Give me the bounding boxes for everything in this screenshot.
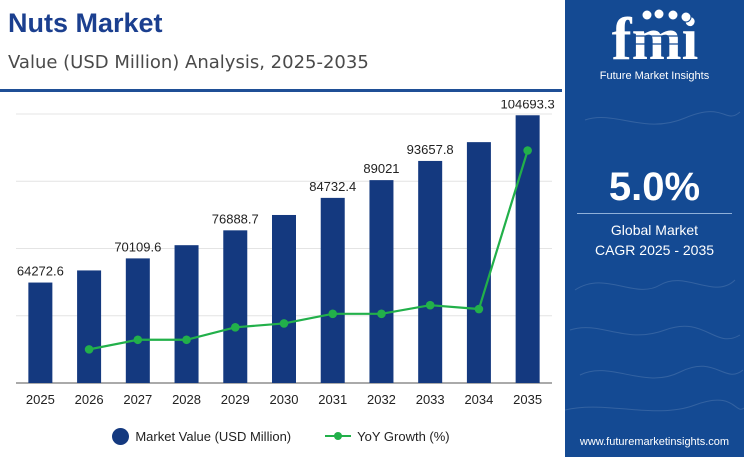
x-tick-2033: 2033 — [416, 392, 445, 407]
bar-2025 — [28, 282, 53, 383]
cagr-label-line1: Global Market — [610, 222, 699, 238]
bar-2035 — [515, 115, 540, 384]
bar-2026 — [77, 270, 102, 383]
bar-2030 — [272, 214, 296, 383]
data-label-2029: 76888.7 — [212, 211, 259, 226]
bar-2029 — [223, 230, 248, 383]
x-tick-2034: 2034 — [464, 392, 493, 407]
yoy-point-2035 — [523, 146, 532, 155]
bar-2028 — [174, 245, 199, 383]
x-tick-2025: 2025 — [26, 392, 55, 407]
yoy-point-2028 — [182, 335, 191, 345]
website-url[interactable]: www.futuremarketinsights.com — [579, 436, 730, 448]
legend-label-yoy-growth: YoY Growth (%) — [357, 428, 450, 444]
bar-series-swatch — [112, 427, 130, 445]
yoy-point-2032 — [377, 309, 386, 319]
x-tick-2028: 2028 — [172, 392, 201, 407]
cagr-label-line2: CAGR 2025 - 2035 — [594, 242, 715, 258]
yoy-point-2026 — [84, 345, 94, 354]
map-texture — [565, 111, 744, 412]
x-tick-2032: 2032 — [367, 392, 396, 407]
yoy-point-2031 — [328, 309, 338, 319]
yoy-growth-line — [88, 150, 529, 351]
data-label-2033: 93657.8 — [407, 142, 454, 157]
logo-subtitle: Future Market Insights — [599, 70, 710, 82]
legend-item-yoy-growth[interactable]: YoY Growth (%) — [325, 429, 450, 444]
data-label-2031: 84732.4 — [309, 179, 356, 194]
chart-legend: Market Value (USD Million) YoY Growth (%… — [0, 424, 562, 448]
cagr-divider — [577, 213, 732, 214]
x-tick-2029: 2029 — [221, 392, 250, 407]
yoy-point-2029 — [230, 322, 240, 332]
bar-2031 — [320, 197, 345, 383]
sidebar-panel: fmi Future Market Insights 5.0% Global M… — [565, 0, 744, 457]
x-tick-2035: 2035 — [513, 392, 542, 407]
x-tick-2030: 2030 — [270, 392, 299, 407]
cagr-value: 5.0% — [608, 165, 701, 209]
bar-2034 — [466, 142, 491, 383]
data-label-2032: 89021 — [363, 161, 399, 176]
yoy-point-2027 — [133, 335, 143, 345]
data-label-2027: 70109.6 — [114, 239, 161, 254]
data-label-2025: 64272.6 — [17, 264, 64, 279]
bar-2027 — [125, 258, 150, 383]
bar-line-chart: 64272.6 2025 2026 70109.6 2027 2028 76888.7 202… — [16, 100, 555, 407]
bar-2032 — [369, 180, 394, 383]
line-series-swatch — [325, 432, 352, 440]
chart-subtitle: Value (USD Million) Analysis, 2025-2035 — [8, 52, 369, 73]
yoy-point-2030 — [279, 319, 289, 328]
chart-title: Nuts Market — [8, 8, 163, 38]
fmi-logo: fmi — [612, 6, 699, 68]
x-tick-2027: 2027 — [123, 392, 152, 407]
legend-item-market-value[interactable]: Market Value (USD Million) — [112, 427, 292, 445]
bar-2033 — [418, 160, 443, 383]
yoy-point-2033 — [425, 300, 435, 310]
header-divider — [0, 89, 562, 92]
legend-label-market-value: Market Value (USD Million) — [135, 428, 292, 444]
x-tick-2026: 2026 — [75, 392, 104, 407]
yoy-point-2034 — [474, 304, 484, 314]
data-label-2035: 104693.3 — [501, 100, 555, 111]
x-tick-2031: 2031 — [318, 392, 347, 407]
